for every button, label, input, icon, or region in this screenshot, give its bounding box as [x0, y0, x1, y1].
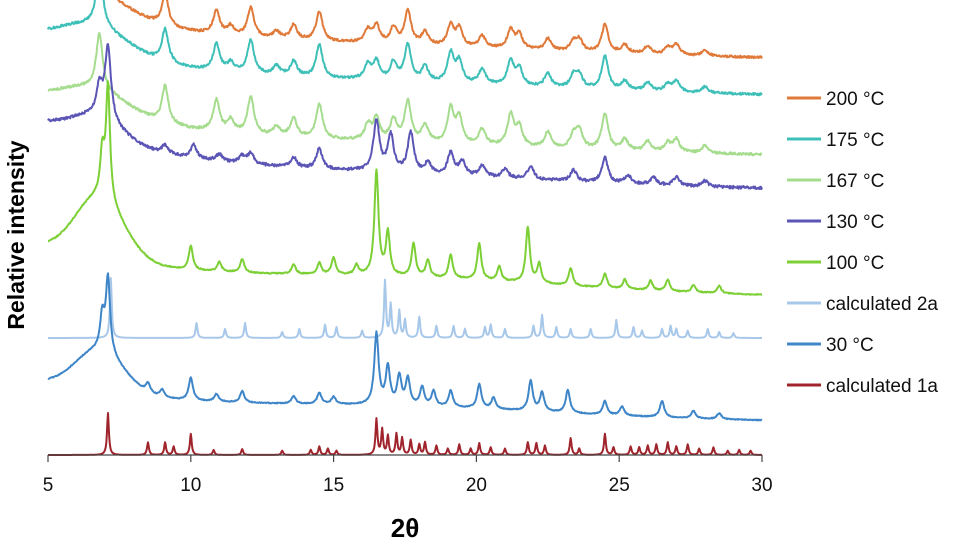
y-axis-title: Relative intensity [3, 140, 29, 329]
series-line-calculated-1a [47, 412, 763, 456]
legend-label: 167 °C [826, 171, 884, 192]
legend-label: calculated 1a [826, 376, 938, 397]
x-tick-label: 15 [323, 475, 344, 496]
series-line-167-c [47, 31, 763, 157]
series-line-175-c [47, 0, 763, 97]
series-traces [47, 0, 763, 456]
series-line-100-c [47, 80, 763, 296]
x-tick-labels: 5 10 15 20 25 30 [43, 475, 773, 496]
x-axis-title: 2θ [391, 513, 420, 542]
legend-label: 100 °C [826, 253, 884, 274]
series-line-calculated-2a [47, 277, 763, 339]
x-tick-label: 30 [751, 475, 772, 496]
x-tick-label: 20 [466, 475, 487, 496]
series-line-30-c [47, 272, 763, 422]
x-tick-marks [47, 455, 763, 462]
x-tick-label: 10 [180, 475, 201, 496]
legend-label: 130 °C [826, 212, 884, 233]
legend-label: 200 °C [826, 89, 884, 110]
series-line-130-c [47, 43, 763, 191]
series-line-200-c [117, 0, 763, 60]
x-tick-label: 5 [43, 475, 54, 496]
x-tick-label: 25 [609, 475, 630, 496]
legend: 200 °C 175 °C 167 °C 130 °C 100 °C calculated… [787, 89, 938, 397]
legend-label: 175 °C [826, 130, 884, 151]
legend-label: 30 °C [826, 335, 874, 356]
legend-label: calculated 2a [826, 294, 938, 315]
